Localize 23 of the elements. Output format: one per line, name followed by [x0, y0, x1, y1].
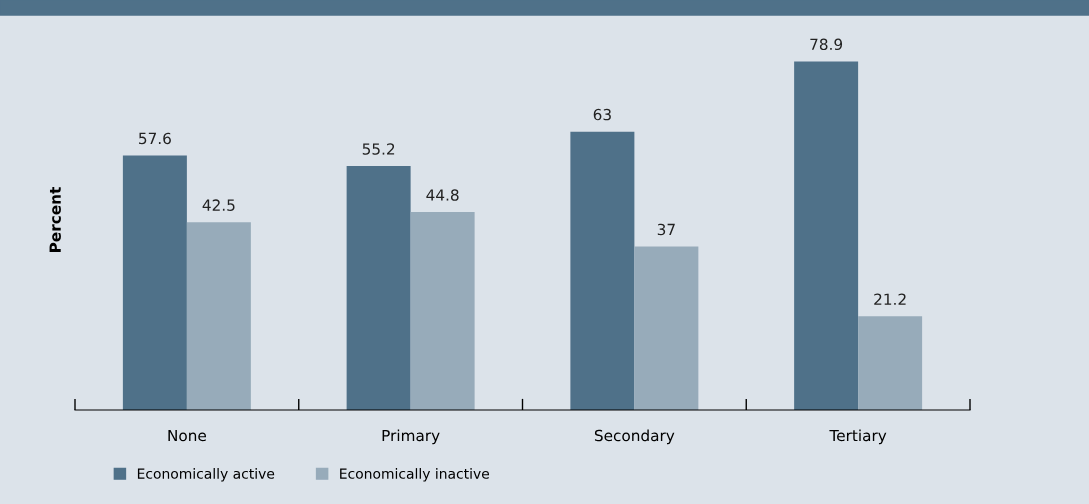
- x-tick-label: Primary: [382, 429, 440, 445]
- data-label: 55.2: [362, 143, 395, 155]
- bar: [794, 61, 859, 410]
- data-label: 37: [657, 223, 675, 236]
- data-label: 44.8: [426, 189, 459, 201]
- data-label: 57.6: [139, 132, 171, 145]
- data-label: 21.2: [874, 293, 906, 305]
- y-axis-title: Percent: [49, 187, 61, 252]
- bar: [858, 316, 923, 410]
- data-label: 63: [593, 108, 611, 121]
- bar: [570, 131, 635, 410]
- x-tick-label: None: [168, 429, 206, 442]
- legend-label: Economically active: [137, 468, 275, 482]
- bar: [410, 212, 475, 410]
- bar: [346, 166, 411, 410]
- bar: [122, 155, 187, 410]
- x-tick-label: Tertiary: [829, 429, 887, 445]
- data-label: 78.9: [810, 38, 843, 51]
- x-tick-label: Secondary: [594, 429, 675, 445]
- data-label: 42.5: [202, 199, 235, 211]
- bar: [186, 222, 251, 410]
- legend-label: Economically inactive: [340, 468, 490, 482]
- bar: [634, 246, 699, 410]
